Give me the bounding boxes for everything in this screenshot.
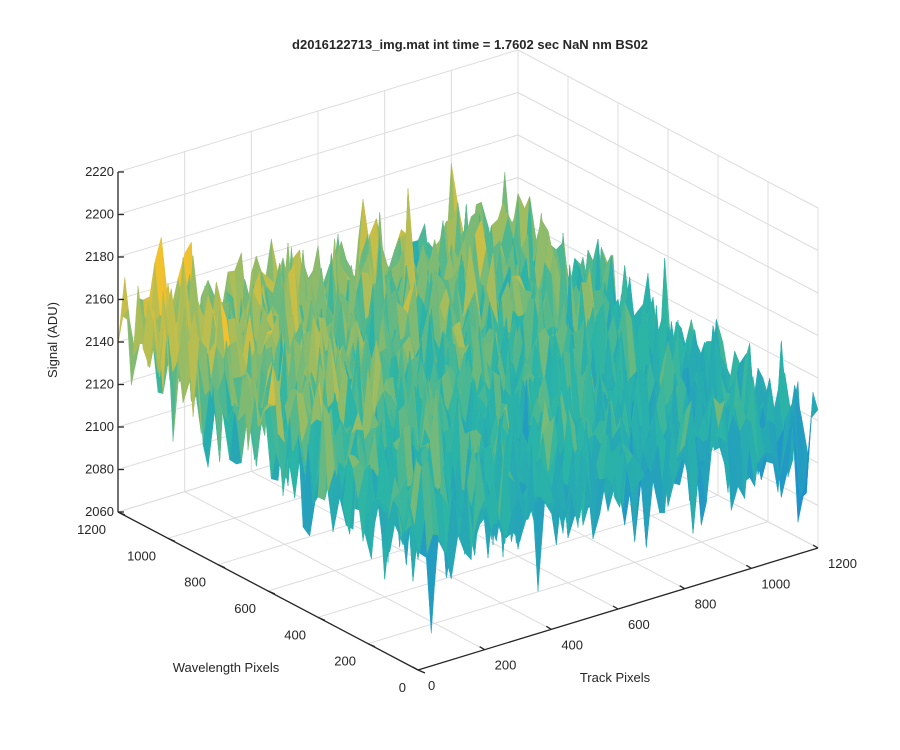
y-axis-label: Wavelength Pixels [173, 660, 280, 675]
y-tick-label: 800 [184, 575, 206, 590]
x-tick-label: 200 [495, 658, 517, 673]
z-tick-label: 2100 [85, 419, 114, 434]
y-tick-label: 1000 [127, 548, 156, 563]
tick-labels: 0 200 400 600 800 1000 1200 0 200 400 600 800 1000 12… [77, 164, 857, 695]
y-tick-label: 0 [399, 680, 406, 695]
side-wall-grid-line [517, 219, 819, 379]
back-wall-grid-line [117, 134, 519, 258]
floor-grid-line [367, 521, 769, 645]
surface-patch [806, 392, 819, 494]
x-tick [479, 646, 486, 651]
x-tick [412, 666, 419, 671]
side-wall-grid-line [517, 177, 819, 336]
x-tick-label: 0 [428, 678, 435, 693]
y-tick-label: 1200 [77, 522, 106, 537]
y-tick-label: 600 [234, 601, 256, 616]
z-tick-label: 2120 [85, 377, 114, 392]
x-tick-label: 400 [561, 637, 583, 652]
x-tick-label: 1200 [828, 556, 857, 571]
side-wall-grid-line [517, 92, 819, 251]
z-tick-label: 2220 [85, 164, 114, 179]
x-tick [545, 625, 552, 630]
x-tick [679, 585, 686, 590]
y-tick [217, 564, 226, 569]
back-wall-grid-line [117, 92, 519, 215]
side-wall-grid-line [517, 49, 819, 209]
z-tick-label: 2080 [85, 462, 114, 477]
x-tick [745, 564, 752, 569]
y-tick-label: 200 [334, 654, 356, 669]
y-tick-label: 400 [284, 627, 306, 642]
x-tick-label: 800 [695, 597, 717, 612]
z-tick-label: 2180 [85, 249, 114, 264]
x-tick-label: 600 [628, 617, 650, 632]
z-tick-label: 2200 [85, 207, 114, 222]
z-tick-label: 2060 [85, 504, 114, 519]
x-tick-label: 1000 [761, 576, 790, 591]
y-tick [317, 616, 326, 621]
x-axis-label: Track Pixels [580, 670, 651, 685]
surface-patch [412, 520, 425, 560]
y-tick [367, 643, 376, 648]
floor-grid-line [317, 494, 719, 618]
y-tick [167, 537, 176, 542]
surface-patch [532, 496, 545, 592]
surface-mesh [117, 163, 819, 634]
x-tick [812, 544, 819, 549]
y-tick [417, 669, 426, 674]
back-wall-grid-line [117, 49, 519, 173]
chart-title: d2016122713_img.mat int time = 1.7602 se… [292, 37, 648, 52]
z-axis-label: Signal (ADU) [45, 302, 60, 378]
y-tick [267, 590, 276, 595]
side-wall-grid-line [517, 134, 819, 294]
z-tick-label: 2140 [85, 334, 114, 349]
axes [117, 171, 819, 674]
z-tick-label: 2160 [85, 292, 114, 307]
x-tick [612, 605, 619, 610]
